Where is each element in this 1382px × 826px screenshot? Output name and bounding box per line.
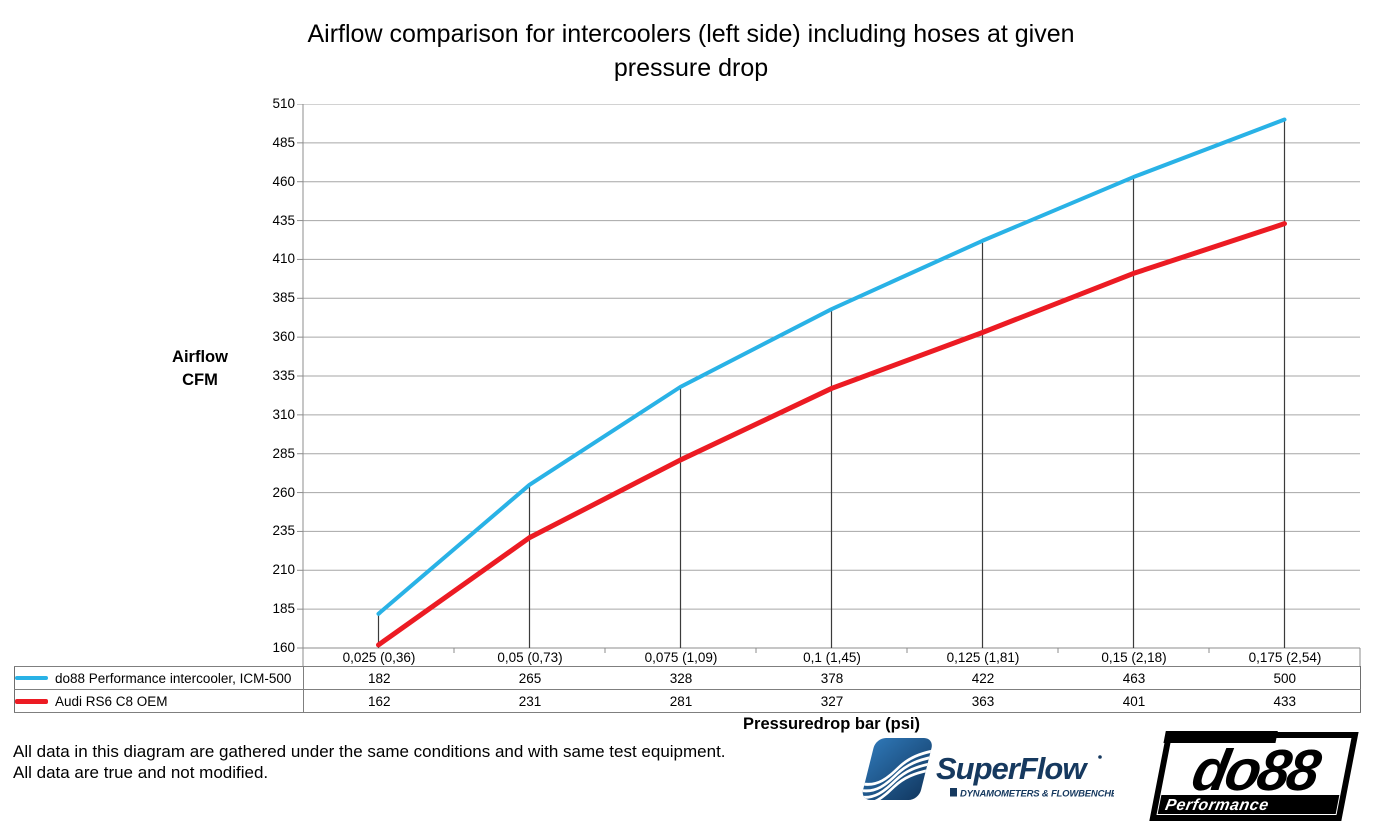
y-tick-label: 310 — [272, 406, 295, 422]
table-row: Audi RS6 C8 OEM 162 231 281 327 363 401 433 — [14, 689, 1361, 713]
y-tick-label: 460 — [272, 173, 295, 189]
chart-title-line2: pressure drop — [613, 54, 769, 82]
y-tick-label: 210 — [272, 562, 295, 578]
table-value: 463 — [1058, 666, 1210, 690]
y-tick-label: 285 — [272, 445, 295, 461]
chart-title-line1: Airflow comparison for intercoolers (lef… — [307, 20, 1075, 48]
y-tick-label: 510 — [272, 96, 295, 111]
x-label-row: 0,025 (0,36) 0,05 (0,73) 0,075 (1,09) 0,1 (… — [15, 648, 1361, 667]
series-name: Audi RS6 C8 OEM — [55, 693, 168, 709]
chart-title: Airflow comparison for intercoolers (lef… — [0, 17, 1382, 85]
superflow-logo: SuperFlow DYNAMOMETERS & FLOWBENCHES — [862, 738, 1114, 800]
x-axis-label: 0,125 (1,81) — [946, 649, 1020, 665]
footer-line2: All data are true and not modified. — [13, 763, 269, 782]
do88-performance-bar — [1157, 795, 1340, 814]
table-value: 162 — [303, 689, 455, 713]
superflow-icon — [862, 738, 934, 800]
x-axis-label: 0,05 (0,73) — [497, 649, 563, 665]
table-value: 281 — [605, 689, 757, 713]
table-value: 182 — [303, 666, 455, 690]
series-name: do88 Performance intercooler, ICM-500 — [55, 670, 292, 686]
footer-note: All data in this diagram are gathered un… — [13, 741, 726, 783]
do88-top-bar — [1163, 731, 1278, 743]
do88-wordmark: do88 — [1187, 738, 1326, 802]
data-table: 0,025 (0,36) 0,05 (0,73) 0,075 (1,09) 0,1 (… — [14, 648, 1361, 713]
y-tick-label: 410 — [272, 251, 295, 267]
table-value: 500 — [1209, 666, 1361, 690]
table-value: 363 — [907, 689, 1059, 713]
table-value: 328 — [605, 666, 757, 690]
y-axis-title-line1: Airflow — [172, 348, 228, 366]
do88-logo: do88 Performance — [1149, 731, 1359, 821]
y-tick-label: 385 — [272, 290, 295, 306]
superflow-subtitle: DYNAMOMETERS & FLOWBENCHES — [960, 789, 1114, 800]
y-axis-tick-labels: 160 185 210 235 260 285 310 335 360 385 410 435 460 4… — [200, 0, 295, 826]
x-axis-label: 0,075 (1,09) — [644, 649, 718, 665]
plot-area — [297, 104, 1361, 667]
series-line — [376, 117, 1287, 616]
y-axis-title-line2: CFM — [182, 371, 218, 389]
superflow-wordmark: SuperFlow — [936, 751, 1088, 786]
y-tick-label: 435 — [272, 212, 295, 228]
legend-item: Audi RS6 C8 OEM — [14, 689, 304, 713]
footer-line1: All data in this diagram are gathered un… — [13, 742, 726, 761]
legend-swatch — [15, 698, 48, 704]
legend-item: do88 Performance intercooler, ICM-500 — [14, 666, 304, 690]
x-axis-label: 0,15 (2,18) — [1101, 649, 1167, 665]
x-axis-label: 0,1 (1,45) — [803, 649, 861, 665]
do88-subtitle: Performance — [1164, 796, 1271, 814]
y-tick-label: 235 — [272, 523, 295, 539]
table-value: 422 — [907, 666, 1059, 690]
y-tick-label: 160 — [272, 640, 295, 655]
y-tick-label: 335 — [272, 368, 295, 383]
corner-cell — [15, 648, 304, 667]
y-tick-label: 260 — [272, 484, 295, 500]
y-tick-label: 185 — [272, 601, 295, 617]
table-value: 265 — [454, 666, 606, 690]
table-row: do88 Performance intercooler, ICM-500 182… — [14, 666, 1361, 690]
superflow-subtitle-square — [950, 788, 957, 797]
y-axis-title: Airflow CFM — [148, 346, 252, 392]
table-value: 231 — [454, 689, 606, 713]
table-value: 327 — [756, 689, 908, 713]
x-axis-label: 0,025 (0,36) — [342, 649, 416, 665]
table-value: 378 — [756, 666, 908, 690]
table-value: 401 — [1058, 689, 1210, 713]
x-axis-label: 0,175 (2,54) — [1248, 649, 1322, 665]
x-axis-title: Pressuredrop bar (psi) — [743, 715, 920, 733]
y-tick-label: 485 — [272, 134, 295, 150]
series-line — [376, 221, 1287, 648]
table-value: 433 — [1209, 689, 1361, 713]
legend-swatch — [15, 676, 48, 681]
trademark-dot — [1098, 755, 1102, 759]
y-tick-label: 360 — [272, 329, 295, 345]
